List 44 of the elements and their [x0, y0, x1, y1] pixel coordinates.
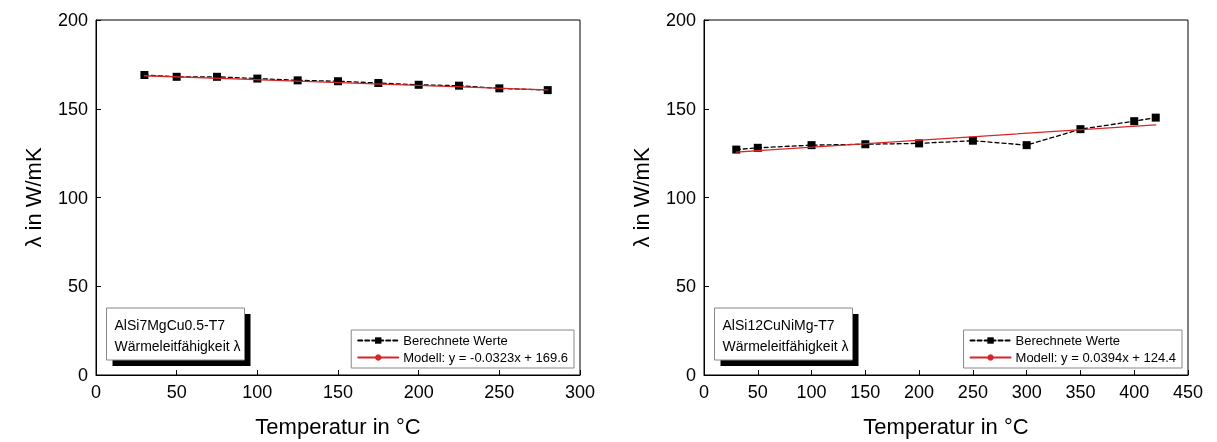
y-tick-label: 100	[57, 187, 88, 208]
y-axis-title: λ in W/mK	[20, 147, 46, 248]
legend-label: Modell: y = 0.0394x + 124.4	[1015, 350, 1177, 365]
x-tick-label: 50	[747, 382, 768, 402]
legend-label: Berechnete Werte	[403, 333, 508, 348]
y-tick-label: 50	[67, 276, 88, 297]
x-tick-label: 200	[904, 382, 935, 402]
x-axis-title: Temperatur in °C	[255, 413, 421, 439]
point	[1022, 141, 1031, 150]
legend-label: Modell: y = -0.0323x + 169.6	[403, 350, 569, 365]
y-tick-label: 0	[77, 365, 88, 385]
point	[968, 136, 977, 145]
legend-label: Berechnete Werte	[1015, 333, 1121, 348]
x-tick-label: 100	[242, 382, 273, 402]
annotation: AlSi12CuNiMg-T7	[722, 316, 835, 333]
x-tick-label: 50	[166, 382, 187, 402]
x-tick-label: 250	[484, 382, 515, 402]
y-axis-title: λ in W/mK	[628, 147, 654, 248]
annotation: Wärmeleitfähigkeit λ	[114, 337, 241, 354]
x-tick-label: 0	[90, 382, 102, 402]
x-tick-label: 400	[1119, 382, 1150, 402]
x-tick-label: 200	[403, 382, 434, 402]
x-tick-label: 450	[1172, 382, 1204, 402]
y-tick-label: 100	[665, 187, 696, 208]
y-tick-label: 200	[57, 10, 88, 30]
x-tick-label: 150	[322, 382, 354, 402]
point	[1130, 117, 1139, 126]
x-tick-label: 250	[957, 382, 988, 402]
x-tick-label: 150	[850, 382, 881, 402]
x-axis-title: Temperatur in °C	[863, 413, 1029, 439]
x-tick-label: 300	[564, 382, 596, 402]
point	[140, 71, 149, 80]
x-tick-label: 100	[796, 382, 827, 402]
y-tick-label: 50	[675, 276, 696, 297]
y-tick-label: 150	[57, 98, 88, 119]
x-tick-label: 300	[1011, 382, 1042, 402]
x-tick-label: 350	[1065, 382, 1096, 402]
y-tick-label: 150	[665, 98, 696, 119]
point	[1151, 113, 1160, 122]
y-tick-label: 200	[665, 10, 696, 30]
annotation: Wärmeleitfähigkeit λ	[722, 337, 849, 354]
x-tick-label: 0	[698, 382, 710, 402]
annotation: AlSi7MgCu0.5-T7	[114, 316, 226, 333]
y-tick-label: 0	[685, 365, 696, 385]
